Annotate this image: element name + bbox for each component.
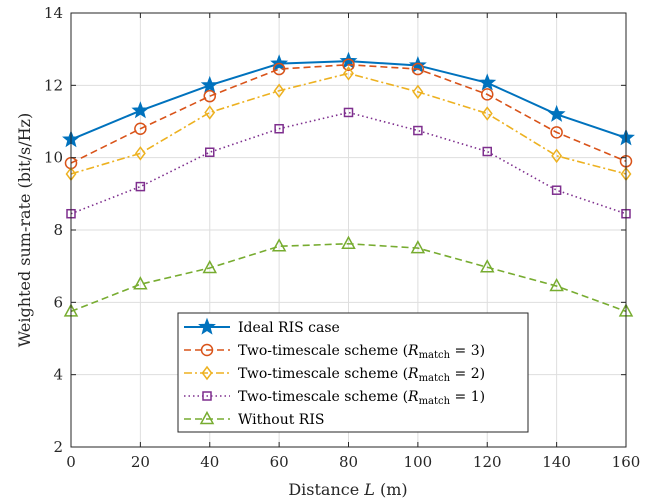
legend-item: Without RIS [184, 410, 324, 428]
y-tick-label: 2 [53, 438, 63, 456]
data-point [274, 123, 284, 134]
y-tick-label: 12 [44, 76, 63, 94]
data-point [410, 240, 426, 254]
legend-marker [199, 410, 215, 425]
x-tick-label: 60 [270, 453, 289, 471]
legend: Ideal RIS case Two-timescale scheme (Rmat… [177, 312, 529, 433]
series-line [70, 72, 627, 175]
data-point [204, 105, 216, 120]
data-point [273, 83, 285, 99]
data-point [547, 104, 566, 122]
x-axis-label: Distance L (m) [288, 480, 407, 499]
data-point [205, 147, 215, 157]
data-point [135, 181, 146, 192]
y-tick-label: 14 [44, 4, 63, 22]
legend-marker [198, 317, 216, 335]
data-point [481, 88, 494, 101]
data-point [271, 238, 287, 252]
data-point [272, 62, 286, 76]
legend-marker [202, 391, 212, 401]
data-point [341, 235, 356, 249]
x-tick-label: 140 [542, 453, 571, 471]
data-point [482, 146, 492, 157]
legend-label: Ideal RIS case [238, 320, 340, 336]
series-line [70, 242, 627, 313]
data-point [550, 126, 563, 139]
data-point [551, 148, 563, 164]
series-5 [63, 235, 634, 317]
data-point [411, 62, 425, 76]
legend-item: Two-timescale scheme (Rmatch = 2) [184, 365, 485, 384]
x-tick-label: 80 [339, 453, 358, 471]
data-point [343, 107, 354, 118]
legend-item: Two-timescale scheme (Rmatch = 1) [184, 389, 485, 407]
x-tick-label: 160 [612, 453, 641, 471]
y-tick-label: 6 [53, 293, 63, 311]
data-point [478, 73, 497, 91]
legend-item: Two-timescale scheme (Rmatch = 3) [184, 343, 485, 361]
data-point [342, 58, 355, 71]
x-tick-label: 20 [131, 453, 150, 471]
x-tick-label: 100 [404, 453, 433, 471]
y-tick-label: 10 [44, 149, 63, 167]
legend-item: Ideal RIS case [184, 317, 340, 336]
y-tick-label: 8 [53, 221, 63, 239]
x-tick-label: 0 [66, 453, 76, 471]
data-point [134, 122, 147, 135]
x-tick-label: 40 [200, 453, 219, 471]
legend-label: Without RIS [238, 412, 324, 428]
data-point [481, 106, 493, 121]
ticks: 0 20 40 60 80 100 120 140 160 2 4 6 8 10 12 14 [44, 4, 640, 471]
series-line [70, 63, 627, 164]
y-axis-label: Weighted sum-rate (bit/s/Hz) [15, 113, 34, 347]
data-point [343, 66, 354, 81]
data-point [413, 125, 423, 136]
data-point [479, 259, 495, 273]
data-point [200, 75, 219, 93]
data-point [133, 276, 148, 290]
legend-box [177, 312, 529, 433]
series-4 [66, 107, 631, 219]
data-point [202, 259, 218, 274]
legend-label: Two-timescale scheme (Rmatch = 3) [238, 343, 485, 361]
series-line [70, 111, 627, 215]
data-point [203, 89, 216, 103]
y-tick-label: 4 [53, 366, 63, 384]
data-point [412, 84, 424, 100]
series-layer [62, 51, 635, 317]
legend-label: Two-timescale scheme (Rmatch = 2) [238, 366, 485, 384]
data-point [551, 185, 562, 195]
legend-marker [201, 365, 213, 381]
x-tick-label: 120 [473, 453, 502, 471]
legend-label: Two-timescale scheme (Rmatch = 1) [238, 389, 485, 407]
legend-marker [200, 343, 214, 357]
data-point [549, 277, 564, 292]
data-point [131, 101, 150, 119]
data-point [134, 146, 146, 161]
